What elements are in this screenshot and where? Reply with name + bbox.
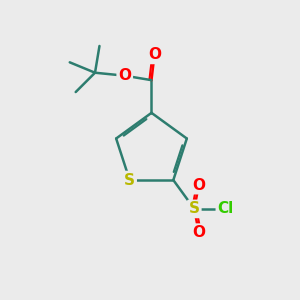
Text: O: O xyxy=(192,178,205,193)
Text: Cl: Cl xyxy=(218,201,234,216)
Text: O: O xyxy=(192,225,205,240)
Text: S: S xyxy=(124,172,135,188)
Text: O: O xyxy=(148,47,161,62)
Text: O: O xyxy=(118,68,131,83)
Text: S: S xyxy=(189,201,200,216)
